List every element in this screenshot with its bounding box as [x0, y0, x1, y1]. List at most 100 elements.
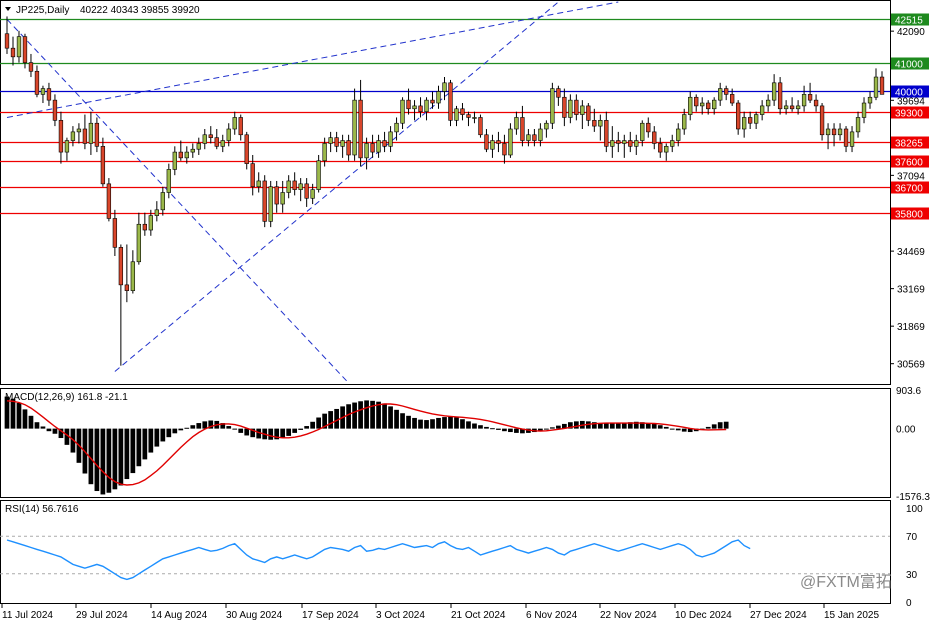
macd-bar: [166, 428, 172, 438]
symbol-label: JP225,Daily: [16, 5, 69, 16]
macd-bar: [466, 421, 471, 429]
candle: [634, 134, 639, 155]
macd-bar: [514, 428, 519, 433]
bull-candle-body: [837, 128, 843, 136]
candle: [478, 114, 483, 138]
bull-candle-body: [442, 82, 447, 92]
candle: [640, 120, 645, 147]
time-tick-label: 17 Sep 2024: [302, 610, 359, 621]
trendline-1[interactable]: [114, 1, 559, 372]
bull-candle-body: [436, 91, 441, 104]
candle: [700, 97, 705, 115]
macd-bar: [310, 421, 316, 429]
macd-bar: [58, 428, 64, 439]
trendline-2[interactable]: [6, 18, 349, 384]
macd-axis: 903.6 0.00 -1576.3: [896, 386, 930, 503]
macd-bar: [154, 428, 160, 447]
macd-bar: [160, 428, 166, 442]
candle: [855, 111, 861, 138]
bear-candle-body: [292, 180, 297, 190]
candle: [166, 163, 171, 199]
candle: [837, 123, 843, 141]
bear-candle-body: [94, 122, 100, 147]
macd-bar: [22, 409, 28, 429]
level-badges: 42515 41000 40000 39300 38265 37600 36700 35800: [891, 13, 929, 221]
candle: [454, 105, 459, 127]
price-tick-label: 39694: [897, 96, 925, 107]
macd-bar: [124, 428, 130, 480]
bull-candle-body: [580, 105, 585, 115]
candle: [22, 33, 28, 69]
bear-candle-body: [574, 99, 579, 115]
macd-bar: [567, 422, 573, 429]
bull-candle-body: [538, 128, 543, 141]
bear-candle-body: [382, 140, 387, 147]
bear-candle-body: [562, 96, 567, 118]
horizontal-levels[interactable]: [0, 18, 890, 215]
bull-candle-body: [610, 140, 615, 147]
candle: [879, 71, 885, 95]
candlestick-series: [4, 16, 885, 366]
candle: [514, 111, 519, 135]
bear-candle-body: [658, 143, 663, 153]
macd-bar: [394, 409, 399, 429]
candle: [418, 97, 423, 118]
macd-bar: [442, 417, 447, 429]
price-panel-frame: [0, 0, 891, 385]
candle: [664, 143, 669, 161]
level-badge-text: 40000: [895, 88, 923, 99]
time-tick-label: 6 Nov 2024: [526, 610, 578, 621]
macd-signal-line: [6, 400, 727, 486]
candle: [196, 137, 201, 155]
candle: [825, 123, 831, 150]
level-badge-text: 35800: [895, 210, 923, 221]
price-tick-label: 30569: [897, 360, 925, 371]
macd-bar: [723, 421, 729, 429]
trendlines[interactable]: [6, 1, 619, 384]
macd-bar: [358, 401, 363, 429]
bear-candle-body: [370, 143, 375, 153]
candle: [580, 100, 585, 129]
level-badge-text: 42515: [895, 16, 923, 27]
macd-bar: [130, 428, 136, 474]
bull-candle-body: [310, 189, 315, 199]
candle: [795, 100, 801, 115]
bear-candle-body: [58, 120, 64, 153]
macd-title: MACD(12,26,9) 161.8 -21.1: [5, 392, 128, 403]
candle: [598, 114, 603, 141]
bear-candle-body: [46, 88, 52, 101]
bull-candle-body: [196, 143, 201, 150]
candle: [376, 134, 381, 158]
candle: [304, 178, 309, 207]
bear-candle-body: [652, 131, 657, 144]
macd-bar: [448, 416, 453, 429]
bear-candle-body: [208, 134, 213, 138]
triangle-down-icon[interactable]: [5, 7, 11, 11]
candle: [502, 134, 507, 164]
macd-bar: [322, 413, 327, 429]
level-badge-42515: [891, 13, 929, 26]
candle: [172, 146, 177, 176]
bull-candle-body: [712, 99, 717, 110]
candle: [106, 178, 112, 222]
bull-candle-body: [526, 134, 531, 141]
macd-bar: [675, 428, 681, 431]
bear-candle-body: [430, 99, 435, 104]
candle: [64, 137, 70, 161]
candle: [220, 134, 225, 153]
macd-bar: [460, 419, 465, 429]
macd-bar: [244, 428, 250, 436]
bear-candle-body: [813, 99, 819, 107]
bull-candle-body: [801, 94, 807, 107]
candle: [460, 103, 465, 121]
trendline-0[interactable]: [6, 1, 619, 118]
macd-bar: [496, 428, 501, 430]
macd-bar: [627, 422, 633, 429]
macd-tick-label: -1576.3: [896, 492, 930, 503]
level-badge-37600: [891, 155, 929, 168]
macd-bar: [454, 417, 459, 429]
candle: [807, 82, 813, 104]
candle: [574, 94, 579, 121]
candle: [724, 85, 729, 101]
bear-candle-body: [52, 99, 58, 121]
